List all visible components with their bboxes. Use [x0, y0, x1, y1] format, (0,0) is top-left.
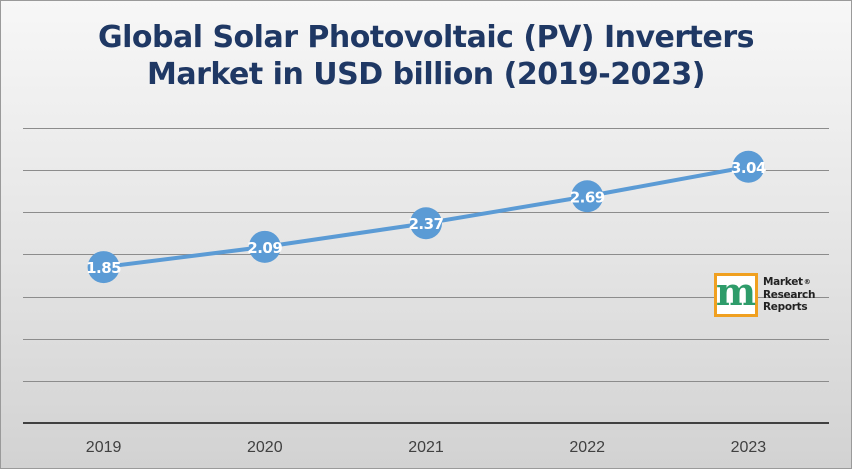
data-label-2020: 2.09 — [247, 239, 282, 257]
data-point-2023 — [732, 150, 765, 183]
x-tick-label-2019: 2019 — [86, 439, 122, 456]
data-label-2019: 1.85 — [86, 259, 121, 277]
chart-title-line-1: Global Solar Photovoltaic (PV) Inverters — [97, 20, 755, 55]
chart-title-line-2: Market in USD billion (2019-2023) — [147, 57, 705, 92]
logo-registered-mark: ® — [803, 278, 811, 286]
chart-title: Global Solar Photovoltaic (PV) Inverters… — [1, 19, 851, 93]
data-point-2019 — [87, 251, 120, 284]
logo-word-reports: Reports — [763, 301, 808, 313]
data-label-2021: 2.37 — [408, 215, 443, 233]
data-point-2022 — [571, 180, 604, 213]
logo-mark-letter: m — [715, 269, 757, 314]
data-label-2022: 2.69 — [570, 188, 605, 206]
logo-wordmark: Market® Research Reports — [763, 276, 815, 314]
logo-word-research: Research — [763, 288, 816, 301]
x-tick-label-2021: 2021 — [408, 439, 444, 456]
data-point-2021 — [410, 207, 442, 240]
x-tick-label-2020: 2020 — [247, 439, 283, 456]
logo-mark-box: m — [714, 273, 758, 317]
data-label-2023: 3.04 — [731, 159, 766, 177]
data-point-2020 — [248, 230, 281, 263]
x-tick-label-2022: 2022 — [569, 439, 605, 456]
logo-word-market: Market — [763, 276, 803, 288]
market-research-reports-logo: m Market® Research Reports — [714, 273, 824, 323]
x-tick-label-2023: 2023 — [731, 439, 767, 456]
